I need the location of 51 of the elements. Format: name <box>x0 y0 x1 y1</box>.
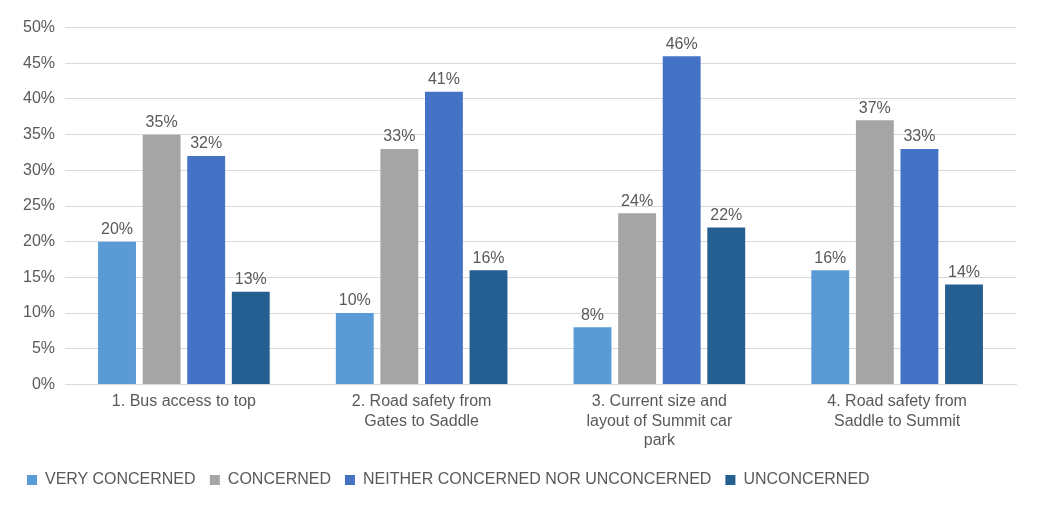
bar <box>707 227 746 384</box>
y-tick-label: 5% <box>31 339 56 357</box>
data-label: 41% <box>427 70 460 88</box>
y-tick-label: 0% <box>31 374 56 392</box>
data-label: 22% <box>710 205 743 223</box>
data-label: 10% <box>338 291 371 309</box>
bar <box>573 327 612 384</box>
data-label: 8% <box>580 305 605 323</box>
bar <box>662 56 701 384</box>
y-tick-label: 25% <box>22 196 56 214</box>
data-label: 13% <box>234 270 267 288</box>
data-label: 14% <box>947 262 981 280</box>
bar <box>335 313 374 384</box>
x-tick-label: 3. Current size and layout of Summit car park <box>586 392 733 448</box>
legend-label: UNCONCERNED <box>743 470 870 488</box>
x-tick-label: 4. Road safety from Saddle to Summit <box>827 392 967 429</box>
bar <box>380 148 419 384</box>
y-tick-label: 15% <box>22 267 56 285</box>
y-tick-label: 30% <box>22 160 56 178</box>
y-tick-label: 45% <box>22 53 56 71</box>
x-tick-label: 2. Road safety from Gates to Saddle <box>351 392 492 429</box>
legend-label: CONCERNED <box>227 470 331 488</box>
data-label: 16% <box>472 248 505 266</box>
y-tick-label: 50% <box>22 18 56 36</box>
data-label: 46% <box>665 34 698 52</box>
y-tick-label: 20% <box>22 232 56 250</box>
data-label: 33% <box>903 127 936 145</box>
bar <box>187 156 226 384</box>
y-tick-label: 10% <box>22 303 56 321</box>
bar <box>98 241 136 384</box>
data-label: 20% <box>101 220 134 238</box>
data-label: 16% <box>814 248 847 266</box>
data-label: 33% <box>383 127 416 145</box>
data-label: 24% <box>621 191 654 209</box>
bar <box>142 134 181 384</box>
bar <box>900 148 939 384</box>
legend-label: VERY CONCERNED <box>45 470 196 488</box>
data-label: 37% <box>858 98 891 116</box>
y-tick-label: 35% <box>22 125 56 143</box>
bar <box>469 270 508 384</box>
bar <box>424 91 463 384</box>
legend-label: NEITHER CONCERNED NOR UNCONCERNED <box>362 470 712 488</box>
x-tick-label: 1. Bus access to top <box>111 392 257 410</box>
data-label: 35% <box>145 113 178 131</box>
data-label: 32% <box>190 134 223 152</box>
bar <box>618 213 657 384</box>
bar <box>945 284 983 384</box>
bar <box>855 120 894 384</box>
bar <box>811 270 850 384</box>
y-tick-label: 40% <box>22 89 56 107</box>
bar <box>231 291 270 384</box>
